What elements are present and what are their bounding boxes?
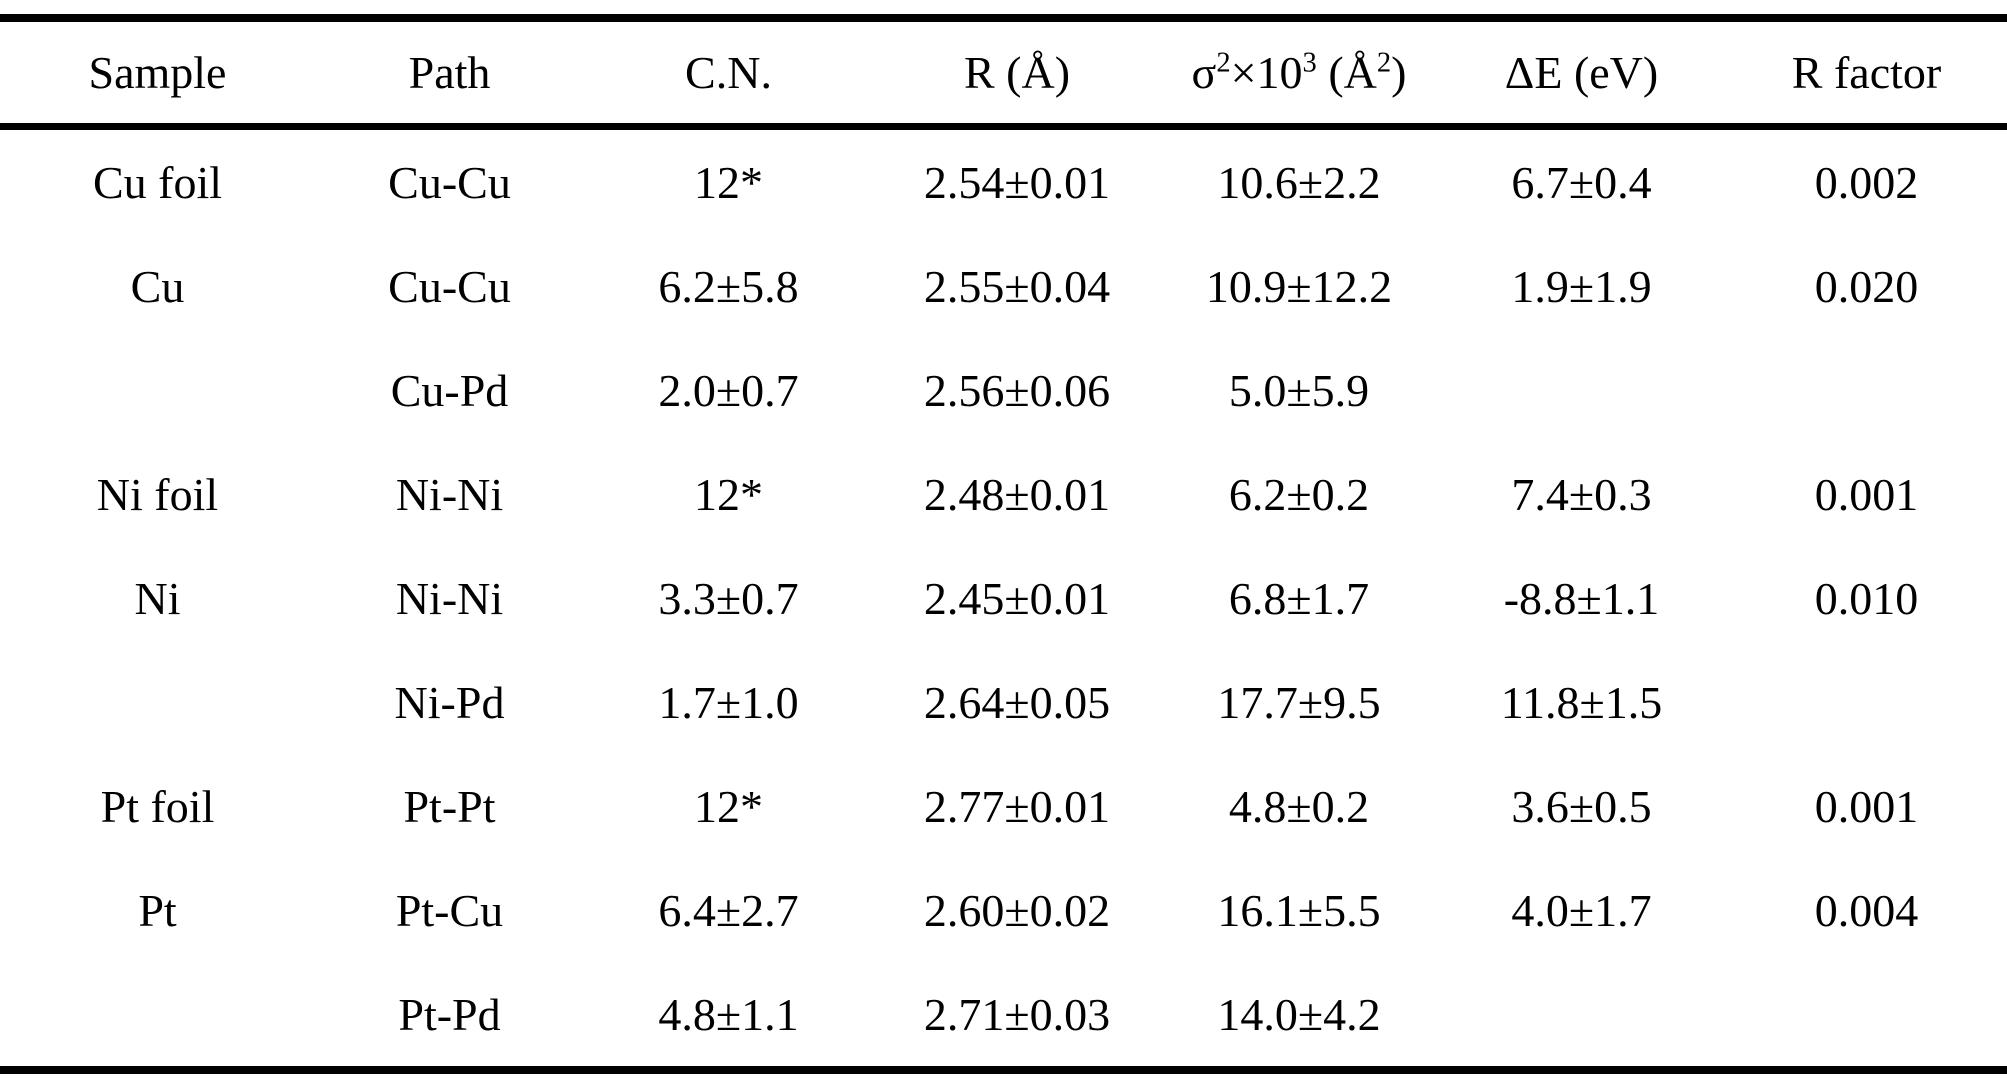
cell-r-factor: 0.001: [1814, 468, 1919, 520]
cell-r-factor: [1726, 338, 2007, 442]
cell-r-factor: [1726, 650, 2007, 754]
cell-r: 2.60±0.02: [923, 884, 1111, 936]
sigma-exp: 2: [1216, 47, 1231, 79]
cell-cn: 6.4±2.7: [658, 884, 799, 936]
sigma-unit-close: ): [1391, 47, 1407, 98]
cell-sigma: 17.7±9.5: [1217, 676, 1381, 728]
cell-sigma: 10.9±12.2: [1205, 260, 1393, 312]
cell-delta-e: 1.9±1.9: [1511, 260, 1652, 312]
cell-r-factor: 0.020: [1814, 260, 1919, 312]
cell-path: Pt-Cu: [395, 884, 504, 936]
table-row-ni-foil: Ni foil Ni-Ni 12* 2.48±0.01 6.2±0.2 7.4±…: [0, 442, 2007, 546]
cell-r: 2.55±0.04: [923, 260, 1111, 312]
cell-sample: [0, 338, 315, 442]
cell-r: 2.77±0.01: [923, 780, 1111, 832]
cell-path: Cu-Pd: [390, 364, 509, 416]
table-row-pt-ptpd: Pt-Pd 4.8±1.1 2.71±0.03 14.0±4.2: [0, 962, 2007, 1070]
col-header-r: R (Å): [873, 18, 1161, 130]
col-header-delta-e: ΔE (eV): [1437, 18, 1726, 130]
cell-r: 2.54±0.01: [923, 156, 1111, 208]
sigma-base: σ: [1191, 47, 1217, 98]
cell-cn: 12*: [694, 780, 763, 832]
cell-path: Ni-Ni: [395, 468, 504, 520]
cell-delta-e: [1437, 962, 1726, 1070]
cell-cn: 12*: [694, 156, 763, 208]
cell-delta-e: 11.8±1.5: [1500, 676, 1663, 728]
table-row-ni-nini: Ni Ni-Ni 3.3±0.7 2.45±0.01 6.8±1.7 -8.8±…: [0, 546, 2007, 650]
cell-sigma: 10.6±2.2: [1217, 156, 1381, 208]
cell-r-factor: 0.002: [1814, 156, 1919, 208]
cell-path: Ni-Ni: [395, 572, 504, 624]
cell-sigma: 4.8±0.2: [1228, 780, 1370, 832]
cell-sigma: 6.2±0.2: [1228, 468, 1370, 520]
cell-r-factor: 0.001: [1814, 780, 1919, 832]
cell-sigma: 6.8±1.7: [1228, 572, 1370, 624]
cell-r: 2.64±0.05: [923, 676, 1111, 728]
cell-r-factor: [1726, 962, 2007, 1070]
exafs-results-table: Sample Path C.N. R (Å) σ2×103 (Å2) ΔE (e…: [0, 14, 2007, 1074]
cell-delta-e: -8.8±1.1: [1503, 572, 1660, 624]
col-header-sample: Sample: [0, 18, 315, 130]
col-header-r-factor: R factor: [1726, 18, 2007, 130]
table-row-ni-nipd: Ni-Pd 1.7±1.0 2.64±0.05 17.7±9.5 11.8±1.…: [0, 650, 2007, 754]
sigma-mult: ×10: [1230, 47, 1303, 98]
cell-sigma: 14.0±4.2: [1217, 988, 1381, 1040]
cell-r-factor: 0.010: [1814, 572, 1919, 624]
sigma-unit-exp: 2: [1376, 47, 1392, 79]
cell-sample: Cu: [130, 260, 185, 312]
sigma-unit-open: (Å: [1316, 47, 1377, 98]
cell-delta-e: 7.4±0.3: [1511, 468, 1652, 520]
cell-cn: 2.0±0.7: [658, 364, 799, 416]
cell-r: 2.56±0.06: [923, 364, 1111, 416]
col-header-sigma: σ2×103 (Å2): [1161, 18, 1437, 130]
cell-cn: 4.8±1.1: [658, 988, 799, 1040]
cell-delta-e: [1437, 338, 1726, 442]
cell-r: 2.45±0.01: [923, 572, 1111, 624]
table-row-pt-ptcu: Pt Pt-Cu 6.4±2.7 2.60±0.02 16.1±5.5 4.0±…: [0, 858, 2007, 962]
col-header-cn: C.N.: [584, 18, 873, 130]
cell-path: Pt-Pd: [398, 988, 501, 1040]
cell-sample: Pt: [138, 884, 177, 936]
table-row-pt-foil: Pt foil Pt-Pt 12* 2.77±0.01 4.8±0.2 3.6±…: [0, 754, 2007, 858]
cell-cn: 12*: [694, 468, 763, 520]
table-row-cu-cupd: Cu-Pd 2.0±0.7 2.56±0.06 5.0±5.9: [0, 338, 2007, 442]
table-row-cu-cucu: Cu Cu-Cu 6.2±5.8 2.55±0.04 10.9±12.2 1.9…: [0, 234, 2007, 338]
cell-cn: 1.7±1.0: [658, 676, 799, 728]
cell-sigma: 5.0±5.9: [1228, 364, 1370, 416]
cell-cn: 3.3±0.7: [658, 572, 799, 624]
cell-delta-e: 3.6±0.5: [1511, 780, 1652, 832]
cell-r: 2.48±0.01: [923, 468, 1111, 520]
cell-r: 2.71±0.03: [923, 988, 1111, 1040]
cell-path: Cu-Cu: [388, 156, 511, 208]
cell-path: Cu-Cu: [388, 260, 511, 312]
sigma-exp3: 3: [1302, 47, 1317, 79]
header-row: Sample Path C.N. R (Å) σ2×103 (Å2) ΔE (e…: [0, 18, 2007, 130]
cell-sample: Ni: [134, 572, 181, 624]
cell-sample: Ni foil: [96, 468, 219, 520]
cell-delta-e: 6.7±0.4: [1511, 156, 1652, 208]
cell-delta-e: 4.0±1.7: [1511, 884, 1652, 936]
cell-r-factor: 0.004: [1814, 884, 1919, 936]
col-header-path: Path: [315, 18, 584, 130]
table-row-cu-foil: Cu foil Cu-Cu 12* 2.54±0.01 10.6±2.2 6.7…: [0, 127, 2007, 235]
cell-sample: [0, 650, 315, 754]
cell-sample: [0, 962, 315, 1070]
cell-sigma: 16.1±5.5: [1217, 884, 1381, 936]
cell-path: Ni-Pd: [394, 676, 505, 728]
cell-cn: 6.2±5.8: [658, 260, 799, 312]
cell-path: Pt-Pt: [403, 780, 496, 832]
cell-sample: Pt foil: [100, 780, 215, 832]
cell-sample: Cu foil: [92, 156, 223, 208]
